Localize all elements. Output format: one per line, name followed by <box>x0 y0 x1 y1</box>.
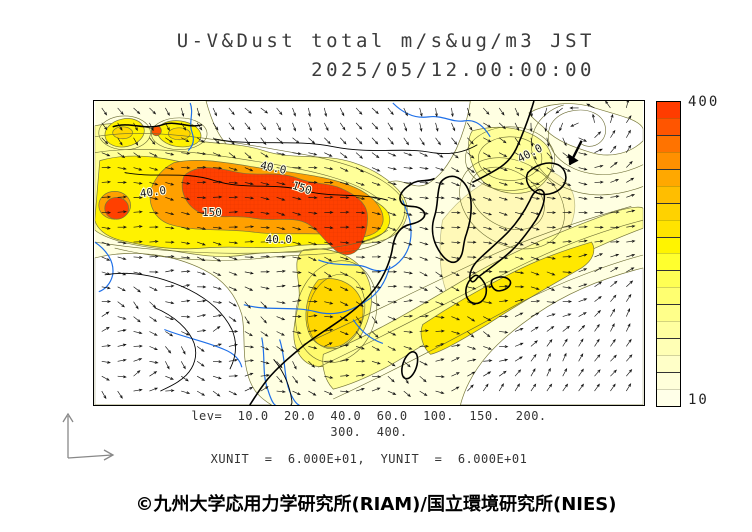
colorbar-segment <box>657 338 680 356</box>
rivers <box>94 102 491 405</box>
plot-title: U-V&Dust total m/s&ug/m3 JST 2025/05/12.0… <box>95 27 595 85</box>
mountain-ridge-line <box>112 122 203 128</box>
colorbar-segment <box>657 134 680 152</box>
colorbar-segment <box>657 219 680 237</box>
colorbar-segment <box>657 321 680 339</box>
unit-info: XUNIT = 6.000E+01, YUNIT = 6.000E+01 <box>210 452 528 466</box>
cyclone-arrow-marker <box>568 140 583 166</box>
colorbar-segment <box>657 117 680 135</box>
colorbar-scale <box>656 101 681 407</box>
copyright-notice: ©九州大学応用力学研究所(RIAM)/国立環境研究所(NIES) <box>135 494 617 515</box>
colorbar-segment <box>657 270 680 288</box>
colorbar-segment <box>657 168 680 186</box>
contour-lines <box>94 104 644 400</box>
colorbar-max-label: 400 <box>688 94 720 110</box>
contour-levels-line2: 300. 400. <box>330 425 408 439</box>
vector-scale-key <box>62 412 115 461</box>
colorbar-min-label: 10 <box>688 392 709 408</box>
colorbar-segment <box>657 388 680 406</box>
x-axis-arrow-icon <box>67 454 113 459</box>
colorbar-segment <box>657 185 680 203</box>
contour-value-labels: 40.0 150 40.0 150 40.0 40.0 <box>138 140 545 247</box>
dust-concentration-map: 40.0 150 40.0 150 40.0 40.0 <box>93 100 645 406</box>
contour-label: 40.0 <box>259 159 287 177</box>
colorbar-segment <box>657 202 680 220</box>
map-canvas: 40.0 150 40.0 150 40.0 40.0 <box>94 101 644 405</box>
coastlines <box>249 101 567 405</box>
plot-valid-time: 2025/05/12.00:00:00 <box>311 59 595 81</box>
plot-title-line1: U-V&Dust total m/s&ug/m3 JST <box>176 30 595 52</box>
colorbar-segment <box>657 151 680 169</box>
contour-levels-line1: lev= 10.0 20.0 40.0 60.0 100. 150. 200. <box>191 409 547 423</box>
colorbar-segment <box>657 102 680 118</box>
contour-label: 40.0 <box>139 184 167 201</box>
wind-vector-field <box>101 101 636 400</box>
contour-label: 150 <box>202 206 222 219</box>
colorbar-segment <box>657 355 680 372</box>
colorbar-segment <box>657 304 680 322</box>
contour-label: 40.0 <box>266 233 292 246</box>
colorbar-segment <box>657 287 680 305</box>
colorbar-segment <box>657 236 680 254</box>
colorbar-segment <box>657 253 680 271</box>
country-borders <box>104 138 478 405</box>
colorbar-segment <box>657 372 680 389</box>
